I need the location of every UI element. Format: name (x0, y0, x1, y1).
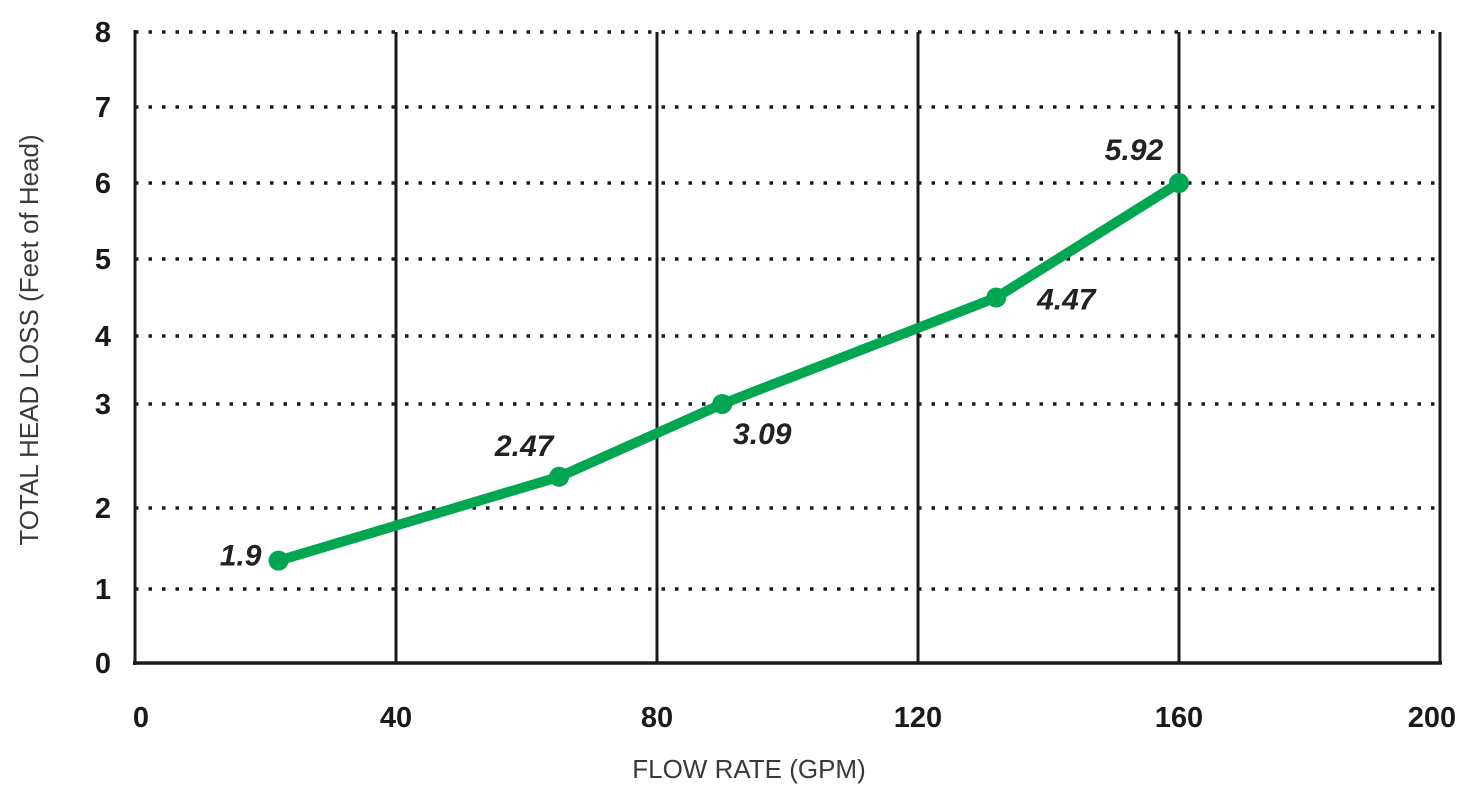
data-point (1169, 173, 1189, 193)
x-tick-label: 80 (641, 702, 673, 734)
y-axis-title: TOTAL HEAD LOSS (Feet of Head) (14, 134, 44, 545)
x-tick-label: 0 (133, 702, 149, 734)
y-tick-label: 7 (95, 92, 111, 124)
y-tick-label: 5 (95, 244, 111, 276)
y-tick-label: 2 (95, 493, 111, 525)
x-tick-label: 40 (380, 702, 412, 734)
data-label: 5.92 (1105, 134, 1164, 167)
y-tick-label: 1 (95, 574, 111, 606)
data-point (549, 466, 570, 487)
data-point (986, 287, 1007, 308)
grid (135, 30, 1442, 663)
y-tick-label: 3 (95, 389, 111, 421)
x-tick-label: 120 (894, 702, 942, 734)
series-line (268, 173, 1189, 571)
x-tick-label: 200 (1408, 702, 1456, 734)
data-point (268, 550, 289, 571)
data-label: 4.47 (1036, 284, 1097, 317)
x-tick-label: 160 (1155, 702, 1203, 734)
y-tick-label: 6 (95, 168, 111, 200)
data-label: 1.9 (220, 540, 262, 573)
y-tick-label: 8 (95, 17, 111, 49)
data-label: 3.09 (733, 418, 792, 451)
data-labels: 1.9 2.47 3.09 4.47 5.92 (220, 134, 1164, 573)
x-axis-title: FLOW RATE (GPM) (632, 754, 866, 784)
y-tick-label: 4 (95, 321, 111, 353)
data-point (712, 394, 733, 414)
axes (133, 30, 1442, 665)
data-label: 2.47 (494, 430, 555, 463)
y-tick-label: 0 (95, 648, 111, 680)
series-polyline (273, 178, 1184, 566)
